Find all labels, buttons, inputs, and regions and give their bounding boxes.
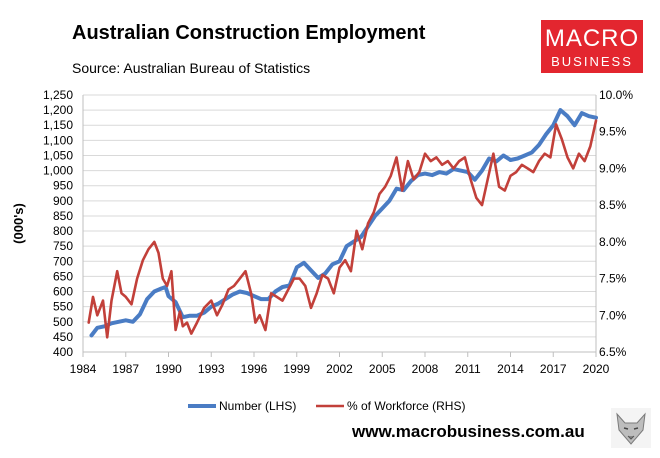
series-line-percent-workforce — [87, 119, 598, 339]
x-tick-label: 2014 — [497, 362, 524, 376]
y-left-tick-label: 800 — [53, 224, 73, 238]
y-left-tick-label: 1,050 — [43, 148, 73, 162]
y-left-tick-label: 600 — [53, 285, 73, 299]
x-tick-label: 1990 — [155, 362, 182, 376]
wolf-head-icon — [611, 408, 651, 448]
y-axis-label: (000's) — [11, 203, 26, 244]
y-left-tick-label: 1,250 — [43, 88, 73, 102]
x-tick-label: 2017 — [540, 362, 567, 376]
y-right-tick-label: 6.5% — [599, 345, 627, 359]
y-right-tick-label: 9.0% — [599, 161, 627, 175]
x-tick-label: 2020 — [583, 362, 610, 376]
y-left-tick-label: 400 — [53, 345, 73, 359]
x-tick-label: 2002 — [326, 362, 353, 376]
legend-label: % of Workforce (RHS) — [347, 399, 465, 413]
logo-bottom-text: BUSINESS — [551, 54, 633, 69]
chart-title: Australian Construction Employment — [72, 22, 426, 44]
y-left-tick-label: 950 — [53, 179, 73, 193]
y-right-tick-label: 7.0% — [599, 308, 627, 322]
series-line-number — [89, 108, 598, 338]
y-right-tick-label: 10.0% — [599, 88, 633, 102]
y-left-tick-label: 750 — [53, 239, 73, 253]
chart-subtitle: Source: Australian Bureau of Statistics — [72, 60, 311, 76]
y-left-tick-label: 1,200 — [43, 103, 73, 117]
website-link[interactable]: www.macrobusiness.com.au — [352, 422, 585, 441]
x-tick-label: 2008 — [412, 362, 439, 376]
y-left-tick-label: 450 — [53, 330, 73, 344]
y-left-tick-label: 1,100 — [43, 133, 73, 147]
y-right-tick-label: 7.5% — [599, 272, 627, 286]
x-tick-label: 1999 — [283, 362, 310, 376]
y-left-tick-label: 1,000 — [43, 164, 73, 178]
y-left-tick-label: 550 — [53, 300, 73, 314]
logo-top-text: MACRO — [544, 25, 640, 52]
y-right-tick-label: 8.0% — [599, 235, 627, 249]
y-left-tick-label: 850 — [53, 209, 73, 223]
y-left-tick-label: 900 — [53, 194, 73, 208]
y-left-tick-label: 700 — [53, 254, 73, 268]
y-left-tick-label: 500 — [53, 315, 73, 329]
x-tick-label: 1996 — [241, 362, 268, 376]
macrobusiness-logo[interactable]: MACRO BUSINESS — [541, 20, 643, 73]
y-left-tick-label: 1,150 — [43, 118, 73, 132]
y-right-tick-label: 8.5% — [599, 198, 627, 212]
x-tick-label: 1987 — [112, 362, 139, 376]
x-tick-label: 1993 — [198, 362, 225, 376]
x-tick-label: 1984 — [70, 362, 97, 376]
x-tick-label: 2011 — [455, 362, 481, 376]
y-right-tick-label: 9.5% — [599, 125, 627, 139]
legend-label: Number (LHS) — [219, 399, 296, 413]
y-left-tick-label: 650 — [53, 269, 73, 283]
x-tick-label: 2005 — [369, 362, 396, 376]
